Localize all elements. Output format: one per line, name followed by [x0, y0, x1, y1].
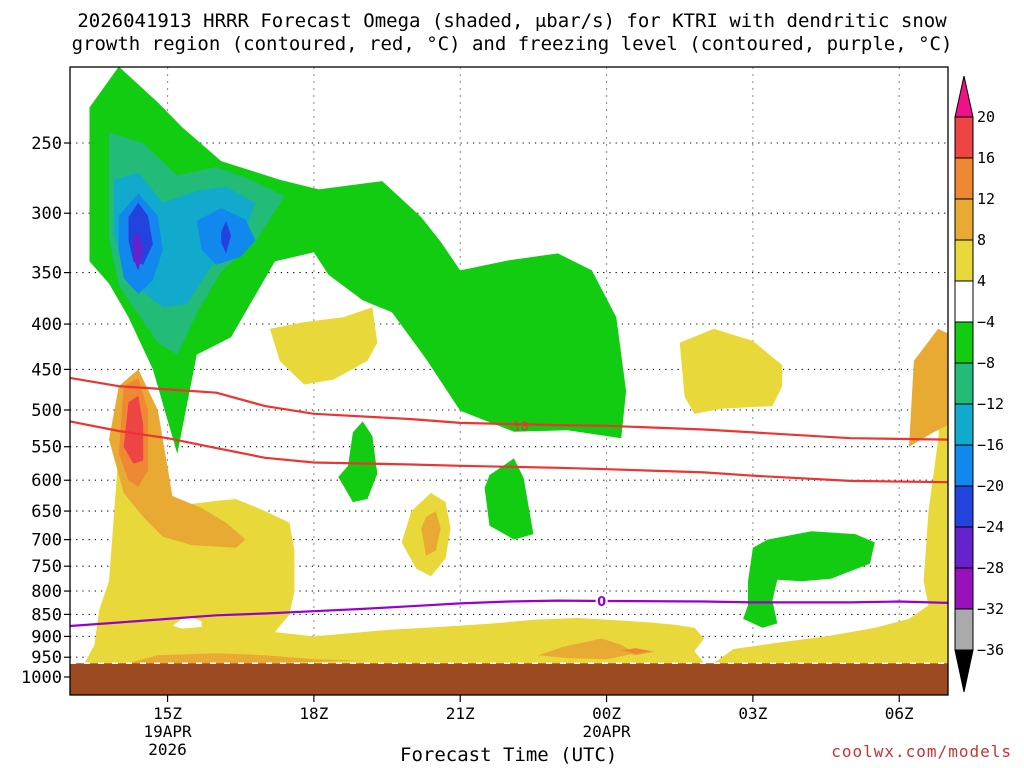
x-tick-label-18Z: 18Z — [299, 704, 328, 723]
y-tick-label-400: 400 — [31, 315, 62, 335]
x-axis-label: Forecast Time (UTC) — [400, 744, 618, 766]
colorbar-label-3: 8 — [977, 231, 986, 249]
omega-region-12 — [713, 324, 948, 664]
y-tick-label-500: 500 — [31, 401, 62, 421]
colorbar-label-10: −24 — [977, 518, 1004, 536]
chart-subtitle: growth region (contoured, red, °C) and f… — [71, 33, 953, 55]
ground-below-surface — [70, 663, 948, 695]
omega-region-7 — [221, 220, 231, 254]
colorbar-label-7: −12 — [977, 395, 1004, 413]
dgz-contour-1 — [70, 420, 948, 484]
plot-frame — [69, 66, 949, 696]
colorbar-label-13: −36 — [977, 641, 1004, 659]
colorbar-box-7 — [954, 403, 974, 446]
x-tick-label-15Z: 15Z — [153, 704, 182, 723]
colorbar-label-0: 20 — [977, 108, 995, 126]
colorbar-box-1 — [954, 157, 974, 200]
omega-region-6 — [133, 232, 144, 271]
omega-region-19 — [128, 653, 363, 664]
omega-region-24 — [123, 395, 144, 464]
x-tick-year-15Z: 2026 — [148, 740, 187, 759]
x-tick-label-06Z: 06Z — [885, 704, 914, 723]
colorbar-box-5 — [954, 321, 974, 364]
colorbar-label-5: −4 — [977, 313, 995, 331]
y-tick-label-850: 850 — [31, 605, 62, 625]
x-tick-date-00Z: 20APR — [582, 722, 631, 741]
y-tick-label-550: 550 — [31, 438, 62, 458]
colorbar-box-12 — [954, 608, 974, 651]
y-tick-label-800: 800 — [31, 582, 62, 602]
freezing-contour-label: 0 — [597, 595, 606, 610]
omega-region-17 — [421, 511, 441, 556]
colorbar-label-6: −8 — [977, 354, 995, 372]
omega-region-13 — [270, 307, 378, 385]
x-tick-label-00Z: 00Z — [592, 704, 621, 723]
colorbar-label-9: −20 — [977, 477, 1004, 495]
colorbar-box-9 — [954, 485, 974, 528]
colorbar-top-arrow — [954, 75, 974, 118]
omega-region-8 — [338, 421, 378, 503]
y-tick-label-700: 700 — [31, 531, 62, 551]
colorbar-box-8 — [954, 444, 974, 487]
freezing-level-contour — [70, 599, 948, 628]
dgz-contour-label: -18 — [509, 420, 529, 434]
colorbar-box-6 — [954, 362, 974, 405]
omega-region-23 — [621, 648, 651, 654]
colorbar-box-11 — [954, 567, 974, 610]
colorbar-box-3 — [954, 239, 974, 282]
y-tick-label-650: 650 — [31, 502, 62, 522]
omega-region-10 — [743, 531, 875, 628]
dgz-contour-0 — [70, 376, 948, 441]
colorbar-label-11: −28 — [977, 559, 1004, 577]
y-tick-label-350: 350 — [31, 264, 62, 284]
colorbar-bottom-arrow — [954, 649, 974, 693]
omega-region-25 — [172, 618, 202, 629]
omega-region-11 — [84, 443, 705, 664]
y-tick-label-450: 450 — [31, 360, 62, 380]
colorbar-box-2 — [954, 198, 974, 241]
y-tick-label-950: 950 — [31, 648, 62, 668]
colorbar-label-1: 16 — [977, 149, 995, 167]
omega-region-0 — [89, 67, 627, 454]
y-tick-label-900: 900 — [31, 627, 62, 647]
colorbar-label-2: 12 — [977, 190, 995, 208]
y-tick-label-300: 300 — [31, 204, 62, 224]
y-tick-label-1000: 1000 — [21, 668, 62, 688]
omega-region-9 — [484, 458, 534, 540]
colorbar-box-10 — [954, 526, 974, 569]
y-tick-label-750: 750 — [31, 557, 62, 577]
y-tick-label-250: 250 — [31, 134, 62, 154]
y-tick-label-600: 600 — [31, 471, 62, 491]
omega-region-20 — [538, 638, 636, 660]
colorbar-box-0 — [954, 116, 974, 159]
x-tick-date-15Z: 19APR — [143, 722, 192, 741]
omega-region-18 — [909, 328, 948, 447]
colorbar-label-4: 4 — [977, 272, 986, 290]
colorbar-label-8: −16 — [977, 436, 1004, 454]
colorbar-label-12: −32 — [977, 600, 1004, 618]
x-tick-label-21Z: 21Z — [446, 704, 475, 723]
omega-region-14 — [679, 328, 783, 414]
source-credit[interactable]: coolwx.com/models — [831, 742, 1012, 761]
x-tick-label-03Z: 03Z — [738, 704, 767, 723]
chart-title: 2026041913 HRRR Forecast Omega (shaded, … — [77, 10, 947, 32]
freezing-label-bg — [595, 594, 608, 608]
colorbar-box-4 — [954, 280, 974, 323]
